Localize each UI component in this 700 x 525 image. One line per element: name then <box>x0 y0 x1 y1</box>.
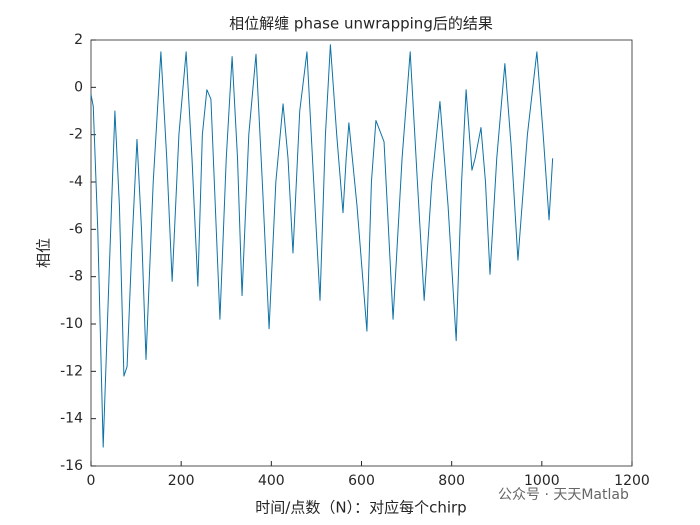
y-tick-label: -4 <box>69 174 83 190</box>
x-tick-label: 1200 <box>614 473 650 489</box>
y-tick-label: -16 <box>60 458 83 474</box>
x-tick-label: 200 <box>168 473 195 489</box>
y-tick-label: -6 <box>69 221 83 237</box>
y-tick-label: -12 <box>60 363 83 379</box>
y-tick-label: -14 <box>60 411 83 427</box>
x-tick-label: 600 <box>348 473 375 489</box>
data-line <box>90 44 554 448</box>
chart-title: 相位解缠 phase unwrapping后的结果 <box>229 15 493 33</box>
x-tick-label: 0 <box>87 473 96 489</box>
y-tick-label: 0 <box>74 79 83 95</box>
x-axis-label: 时间/点数（N）：对应每个chirp <box>255 499 466 517</box>
y-tick-label: 2 <box>74 32 83 48</box>
y-axis-label: 相位 <box>35 238 53 268</box>
x-tick-label: 800 <box>438 473 465 489</box>
y-tick-label: -8 <box>69 269 83 285</box>
x-tick-label: 1000 <box>524 473 560 489</box>
y-tick-label: -2 <box>69 127 83 143</box>
plot-box <box>90 39 633 467</box>
y-tick-label: -10 <box>60 316 83 332</box>
x-tick-label: 400 <box>258 473 285 489</box>
watermark: 公众号 · 天天Matlab <box>498 487 629 503</box>
